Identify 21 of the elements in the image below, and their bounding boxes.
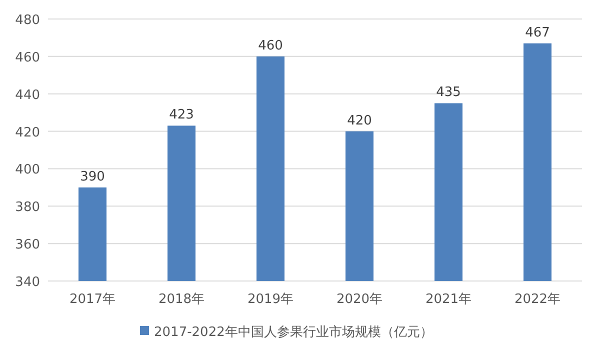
- data-label: 390: [80, 169, 105, 184]
- x-tick-label: 2020年: [336, 292, 383, 307]
- data-label: 435: [436, 85, 461, 100]
- data-label: 460: [258, 38, 283, 54]
- y-tick-label: 340: [15, 275, 40, 290]
- y-tick-label: 440: [15, 88, 40, 103]
- y-tick-label: 420: [15, 125, 40, 140]
- x-tick-label: 2022年: [514, 292, 561, 307]
- legend-label: 2017-2022年中国人参果行业市场规模（亿元）: [154, 325, 433, 340]
- x-tick-label: 2019年: [247, 292, 294, 307]
- data-label: 467: [525, 25, 550, 40]
- y-tick-label: 480: [15, 13, 40, 28]
- y-tick-label: 460: [15, 50, 40, 66]
- y-tick-label: 400: [15, 162, 40, 178]
- data-label: 423: [169, 108, 194, 123]
- x-tick-label: 2017年: [69, 292, 116, 307]
- y-tick-label: 380: [15, 200, 40, 216]
- x-tick-label: 2018年: [158, 292, 205, 307]
- y-tick-label: 360: [15, 238, 40, 253]
- data-label: 420: [347, 113, 372, 128]
- x-tick-label: 2021年: [425, 292, 472, 307]
